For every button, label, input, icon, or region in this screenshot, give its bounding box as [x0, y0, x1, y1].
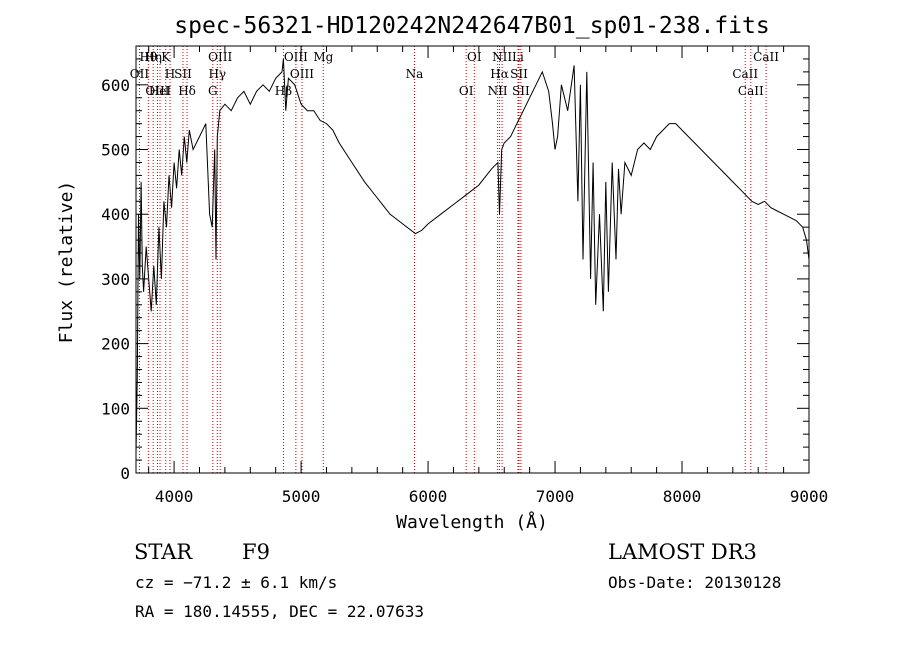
spectrum-series-line — [135, 58, 810, 454]
line-marker-label: H — [165, 67, 175, 81]
y-tick-label: 600 — [101, 76, 130, 95]
line-marker-label: OIII — [145, 84, 169, 98]
x-tick-label: 8000 — [663, 487, 702, 506]
line-marker-label: Hα — [490, 67, 509, 81]
survey-name: LAMOST DR3 — [608, 540, 757, 564]
line-marker-label: NII — [488, 84, 508, 98]
line-marker-labels: Hθ OII OIII KH HeI Hη SII Hδ OIII Hγ G OIII OIII Hβ Mg… — [130, 50, 779, 98]
y-axis-ticks: 0 100 200 300 400 500 600 — [101, 58, 809, 483]
coordinates-text: RA = 180.14555, DEC = 22.07633 — [135, 602, 424, 621]
object-class: STAR — [134, 540, 193, 564]
line-marker-label: HeI — [149, 84, 172, 98]
line-marker-label: SII — [510, 67, 528, 81]
line-marker-label: SII — [512, 84, 530, 98]
line-marker-label: Li — [512, 50, 524, 64]
y-tick-label: 300 — [101, 270, 130, 289]
line-marker-label: OIII — [208, 50, 232, 64]
x-axis-ticks: 4000 5000 6000 7000 8000 9000 — [148, 46, 829, 506]
y-tick-label: 500 — [101, 141, 130, 160]
x-tick-label: 4000 — [155, 487, 194, 506]
x-tick-label: 9000 — [790, 487, 829, 506]
line-marker-label: OIII — [284, 50, 308, 64]
line-marker-label: OII — [130, 67, 150, 81]
line-marker-label: Na — [406, 67, 424, 81]
line-marker-label: Hδ — [178, 84, 196, 98]
line-marker-label: OIII — [290, 67, 314, 81]
line-marker-label: Hγ — [208, 67, 226, 81]
line-marker-label: Hθ — [139, 50, 157, 64]
y-tick-label: 0 — [120, 464, 130, 483]
line-marker-label: OI — [467, 50, 482, 64]
line-marker-label: CaII — [753, 50, 779, 64]
plot-frame — [135, 45, 810, 474]
line-marker-label: CaII — [732, 67, 758, 81]
y-tick-label: 100 — [101, 399, 130, 418]
line-marker-label: Hβ — [275, 84, 292, 98]
y-tick-label: 200 — [101, 335, 130, 354]
x-tick-label: 7000 — [536, 487, 575, 506]
x-axis-label: Wavelength (Å) — [396, 511, 548, 533]
line-marker-label: CaII — [738, 84, 764, 98]
object-subclass: F9 — [242, 540, 270, 564]
line-marker-label: K — [161, 50, 171, 64]
line-marker-label: Hη — [144, 50, 162, 64]
chart-title: spec-56321-HD120242N242647B01_sp01-238.f… — [174, 13, 769, 39]
line-marker-label: Mg — [313, 50, 333, 64]
y-tick-label: 400 — [101, 205, 130, 224]
obs-date-text: Obs-Date: 20130128 — [608, 573, 782, 592]
x-tick-label: 6000 — [409, 487, 448, 506]
line-marker-label: OI — [459, 84, 474, 98]
redshift-text: cz = −71.2 ± 6.1 km/s — [135, 573, 338, 592]
line-marker-label: G — [208, 84, 218, 98]
y-axis-label: Flux (relative) — [56, 181, 77, 344]
line-marker-label: SII — [174, 67, 192, 81]
x-tick-label: 5000 — [282, 487, 321, 506]
line-marker-label: NII — [492, 50, 512, 64]
line-markers — [138, 46, 767, 473]
